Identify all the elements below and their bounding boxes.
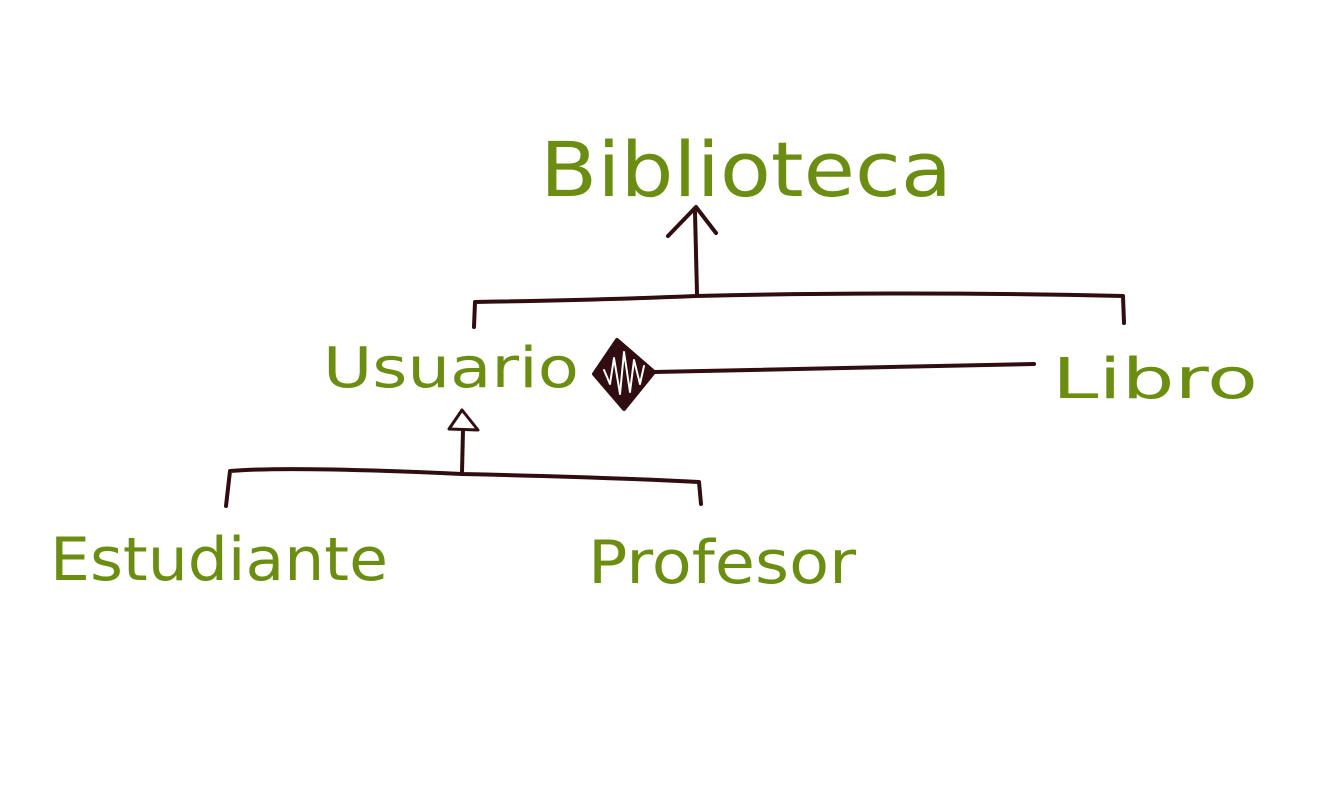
inheritance-bracket <box>224 467 703 508</box>
biblioteca-arrowhead <box>666 205 718 238</box>
inheritance-shaft <box>460 428 465 474</box>
node-libro: Libro <box>1052 347 1258 412</box>
composition-line <box>652 362 1036 374</box>
biblioteca-bracket <box>472 291 1126 329</box>
inheritance-triangle <box>447 408 480 432</box>
biblioteca-association <box>472 205 1126 329</box>
composition-diamond-hatch <box>603 351 645 395</box>
usuario-libro-composition <box>592 338 1036 411</box>
biblioteca-arrow-shaft <box>693 210 699 296</box>
node-estudiante: Estudiante <box>50 525 388 595</box>
node-profesor: Profesor <box>588 528 856 598</box>
node-usuario: Usuario <box>323 336 579 401</box>
composition-diamond <box>592 338 656 411</box>
node-biblioteca: Biblioteca <box>540 125 952 214</box>
usuario-inheritance <box>224 408 703 508</box>
